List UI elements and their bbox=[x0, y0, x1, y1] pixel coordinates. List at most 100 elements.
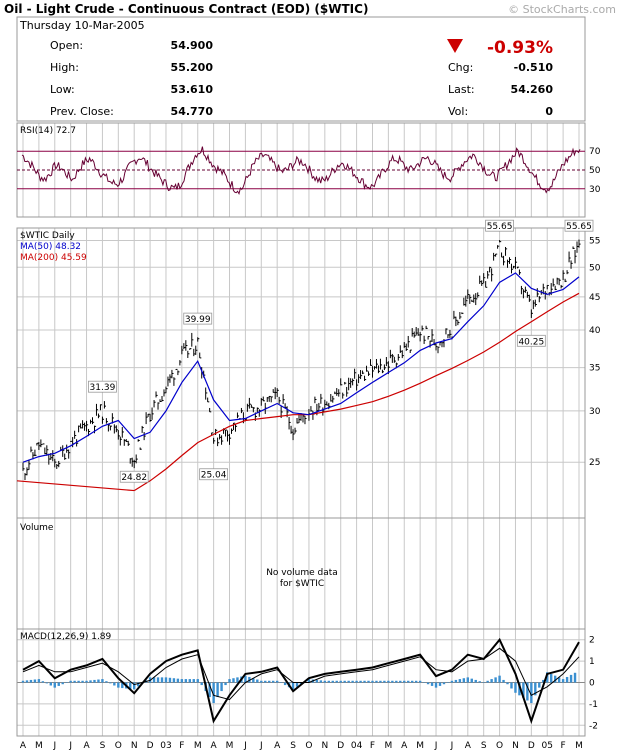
macd-histogram-bar bbox=[129, 682, 132, 689]
x-tick-label: M bbox=[194, 741, 202, 751]
macd-histogram-bar bbox=[534, 682, 537, 696]
macd-histogram-bar bbox=[133, 682, 136, 690]
macd-histogram-bar bbox=[450, 680, 454, 683]
macd-histogram-bar bbox=[212, 682, 215, 704]
ma200-line bbox=[133, 292, 580, 492]
price-y-tick-label: 55 bbox=[589, 236, 600, 246]
macd-histogram-bar bbox=[426, 682, 430, 685]
macd-histogram-bar bbox=[355, 680, 358, 683]
annotation-label: 40.25 bbox=[518, 337, 544, 347]
price-y-tick-label: 30 bbox=[589, 407, 601, 417]
macd-histogram-bar bbox=[37, 679, 41, 683]
down-arrow-icon bbox=[447, 39, 463, 53]
macd-histogram-bar bbox=[45, 682, 49, 684]
macd-histogram-bar bbox=[172, 678, 176, 683]
macd-histogram-bar bbox=[510, 682, 513, 689]
macd-histogram-bar bbox=[335, 680, 338, 683]
macd-histogram-bar bbox=[200, 682, 203, 686]
x-tick-label: J bbox=[434, 741, 438, 751]
high-value: 55.200 bbox=[171, 61, 214, 74]
macd-histogram-bar bbox=[299, 682, 303, 685]
macd-histogram-bar bbox=[411, 680, 414, 683]
macd-histogram-bar bbox=[105, 681, 108, 683]
macd-histogram-bar bbox=[502, 679, 505, 683]
macd-y-tick-label: 2 bbox=[589, 636, 595, 646]
macd-panel bbox=[16, 628, 586, 737]
x-tick-label: M bbox=[35, 741, 43, 751]
macd-histogram-bar bbox=[343, 680, 346, 683]
rsi-y-tick-label: 50 bbox=[589, 166, 601, 176]
macd-histogram-bar bbox=[208, 682, 211, 698]
price-label: $WTIC Daily bbox=[20, 231, 75, 241]
macd-histogram-bar bbox=[85, 680, 88, 683]
macd-histogram-bar bbox=[101, 679, 104, 683]
macd-histogram-bar bbox=[542, 679, 545, 683]
x-tick-label: A bbox=[20, 741, 27, 751]
macd-histogram-bar bbox=[434, 682, 438, 688]
plot-layer: A M J J A S O N D 03 F M A M J J A S O N D 04 F M A M J J A S O N D 05 F M7… bbox=[16, 146, 601, 751]
macd-histogram-bar bbox=[522, 682, 525, 698]
annotation-box bbox=[485, 219, 514, 232]
macd-histogram-bar bbox=[569, 674, 573, 683]
high-label: High: bbox=[50, 61, 79, 74]
macd-histogram-bar bbox=[347, 680, 350, 683]
x-tick-label: D bbox=[147, 741, 154, 751]
x-tick-label: 05 bbox=[542, 741, 553, 751]
macd-label: MACD(12,26,9) 1.89 bbox=[20, 632, 112, 642]
quote-date: Thursday 10-Mar-2005 bbox=[19, 19, 145, 32]
ma200-label: MA(200) 45.59 bbox=[20, 253, 87, 263]
macd-histogram-bar bbox=[331, 680, 334, 683]
x-tick-label: F bbox=[179, 741, 184, 751]
price-y-tick-label: 35 bbox=[589, 364, 600, 374]
percent-change: -0.93% bbox=[487, 38, 553, 58]
ma50-line bbox=[22, 272, 580, 463]
macd-histogram-bar bbox=[315, 679, 319, 683]
macd-histogram-bar bbox=[454, 679, 458, 683]
macd-histogram-bar bbox=[152, 677, 156, 683]
volume-panel-label: Volume bbox=[20, 523, 54, 533]
macd-histogram-bar bbox=[192, 679, 195, 683]
x-tick-label: A bbox=[274, 741, 281, 751]
ma50-label: MA(50) 48.32 bbox=[20, 242, 81, 252]
macd-histogram-bar bbox=[216, 682, 219, 698]
macd-histogram-bar bbox=[232, 678, 235, 683]
macd-histogram-bar bbox=[442, 682, 446, 685]
macd-histogram-bar bbox=[462, 678, 466, 683]
price-y-tick-label: 40 bbox=[589, 326, 601, 336]
prev-close-value: 54.770 bbox=[171, 105, 214, 118]
price-y-tick-label: 25 bbox=[589, 458, 600, 468]
macd-histogram-bar bbox=[196, 679, 199, 683]
macd-histogram-bar bbox=[375, 680, 378, 683]
macd-histogram-bar bbox=[351, 680, 354, 683]
macd-histogram-bar bbox=[486, 680, 489, 683]
macd-histogram-bar bbox=[391, 680, 394, 683]
x-tick-label: J bbox=[259, 741, 263, 751]
macd-histogram-bar bbox=[470, 678, 473, 683]
macd-histogram-bar bbox=[430, 682, 434, 686]
annotation-box bbox=[564, 219, 594, 232]
macd-histogram-bar bbox=[514, 682, 517, 693]
macd-histogram-bar bbox=[21, 680, 25, 683]
annotation-box bbox=[88, 380, 117, 393]
watermark: © StockCharts.com bbox=[508, 3, 616, 16]
x-tick-label: A bbox=[83, 741, 90, 751]
macd-histogram-bar bbox=[236, 677, 239, 683]
ma200-line-start bbox=[16, 480, 135, 492]
macd-histogram-bar bbox=[33, 679, 37, 683]
macd-histogram-bar bbox=[478, 681, 481, 683]
x-tick-label: S bbox=[481, 741, 487, 751]
macd-y-tick-label: 1 bbox=[589, 657, 595, 667]
x-tick-label: N bbox=[321, 741, 328, 751]
macd-histogram-bar bbox=[399, 680, 402, 683]
price-y-tick-label: 50 bbox=[589, 263, 601, 273]
price-y-tick-label: 45 bbox=[589, 293, 600, 303]
x-tick-label: J bbox=[450, 741, 454, 751]
macd-histogram-bar bbox=[418, 680, 422, 683]
macd-histogram-bar bbox=[53, 682, 56, 688]
macd-histogram-bar bbox=[550, 673, 553, 683]
annotation-label: 55.65 bbox=[487, 222, 513, 232]
macd-histogram-bar bbox=[339, 680, 342, 683]
macd-histogram-bar bbox=[367, 680, 370, 683]
macd-histogram-bar bbox=[446, 682, 450, 683]
x-tick-label: F bbox=[370, 741, 375, 751]
